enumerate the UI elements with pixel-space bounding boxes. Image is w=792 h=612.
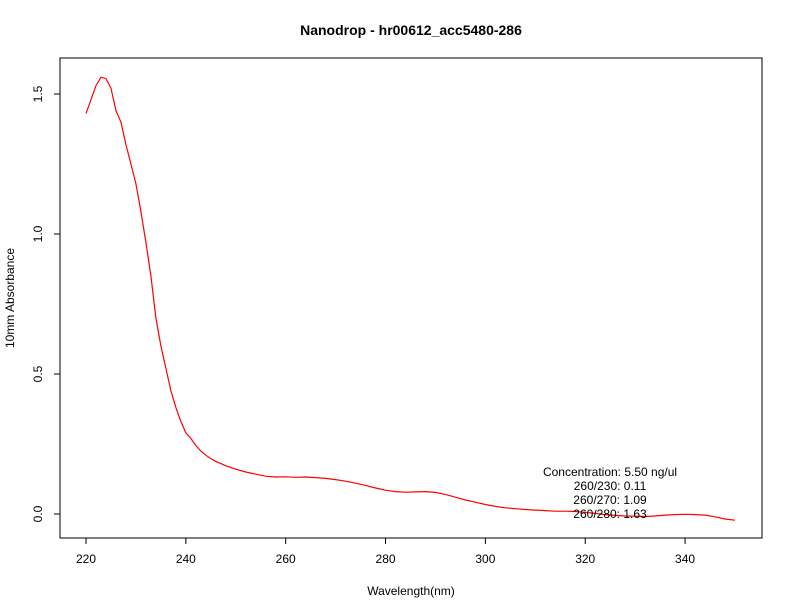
x-axis-ticks: 220 240 260 280 300 320 340 — [76, 537, 695, 566]
x-axis-label: Wavelength(nm) — [367, 584, 455, 598]
annotation-260-280: 260/280: 1.63 — [573, 507, 647, 521]
annotation-concentration: Concentration: 5.50 ng/ul — [543, 465, 677, 479]
x-tick-label: 260 — [276, 552, 296, 566]
x-tick-label: 300 — [475, 552, 495, 566]
chart-title: Nanodrop - hr00612_acc5480-286 — [300, 22, 522, 38]
y-tick-label: 1.0 — [31, 225, 45, 242]
y-tick-label: 0.5 — [31, 365, 45, 382]
x-tick-label: 280 — [376, 552, 396, 566]
absorbance-series-line — [85, 76, 736, 521]
y-tick-label: 0.0 — [31, 505, 45, 522]
x-tick-label: 320 — [575, 552, 595, 566]
y-axis-ticks: 0.0 0.5 1.0 1.5 — [31, 85, 61, 522]
annotation-260-230: 260/230: 0.11 — [574, 479, 647, 493]
annotation-block: Concentration: 5.50 ng/ul 260/230: 0.11 … — [543, 465, 677, 521]
x-tick-label: 340 — [675, 552, 695, 566]
x-tick-label: 240 — [176, 552, 196, 566]
y-axis-label: 10mm Absorbance — [3, 248, 17, 348]
y-tick-label: 1.5 — [31, 85, 45, 102]
x-tick-label: 220 — [76, 552, 96, 566]
annotation-260-270: 260/270: 1.09 — [573, 493, 647, 507]
